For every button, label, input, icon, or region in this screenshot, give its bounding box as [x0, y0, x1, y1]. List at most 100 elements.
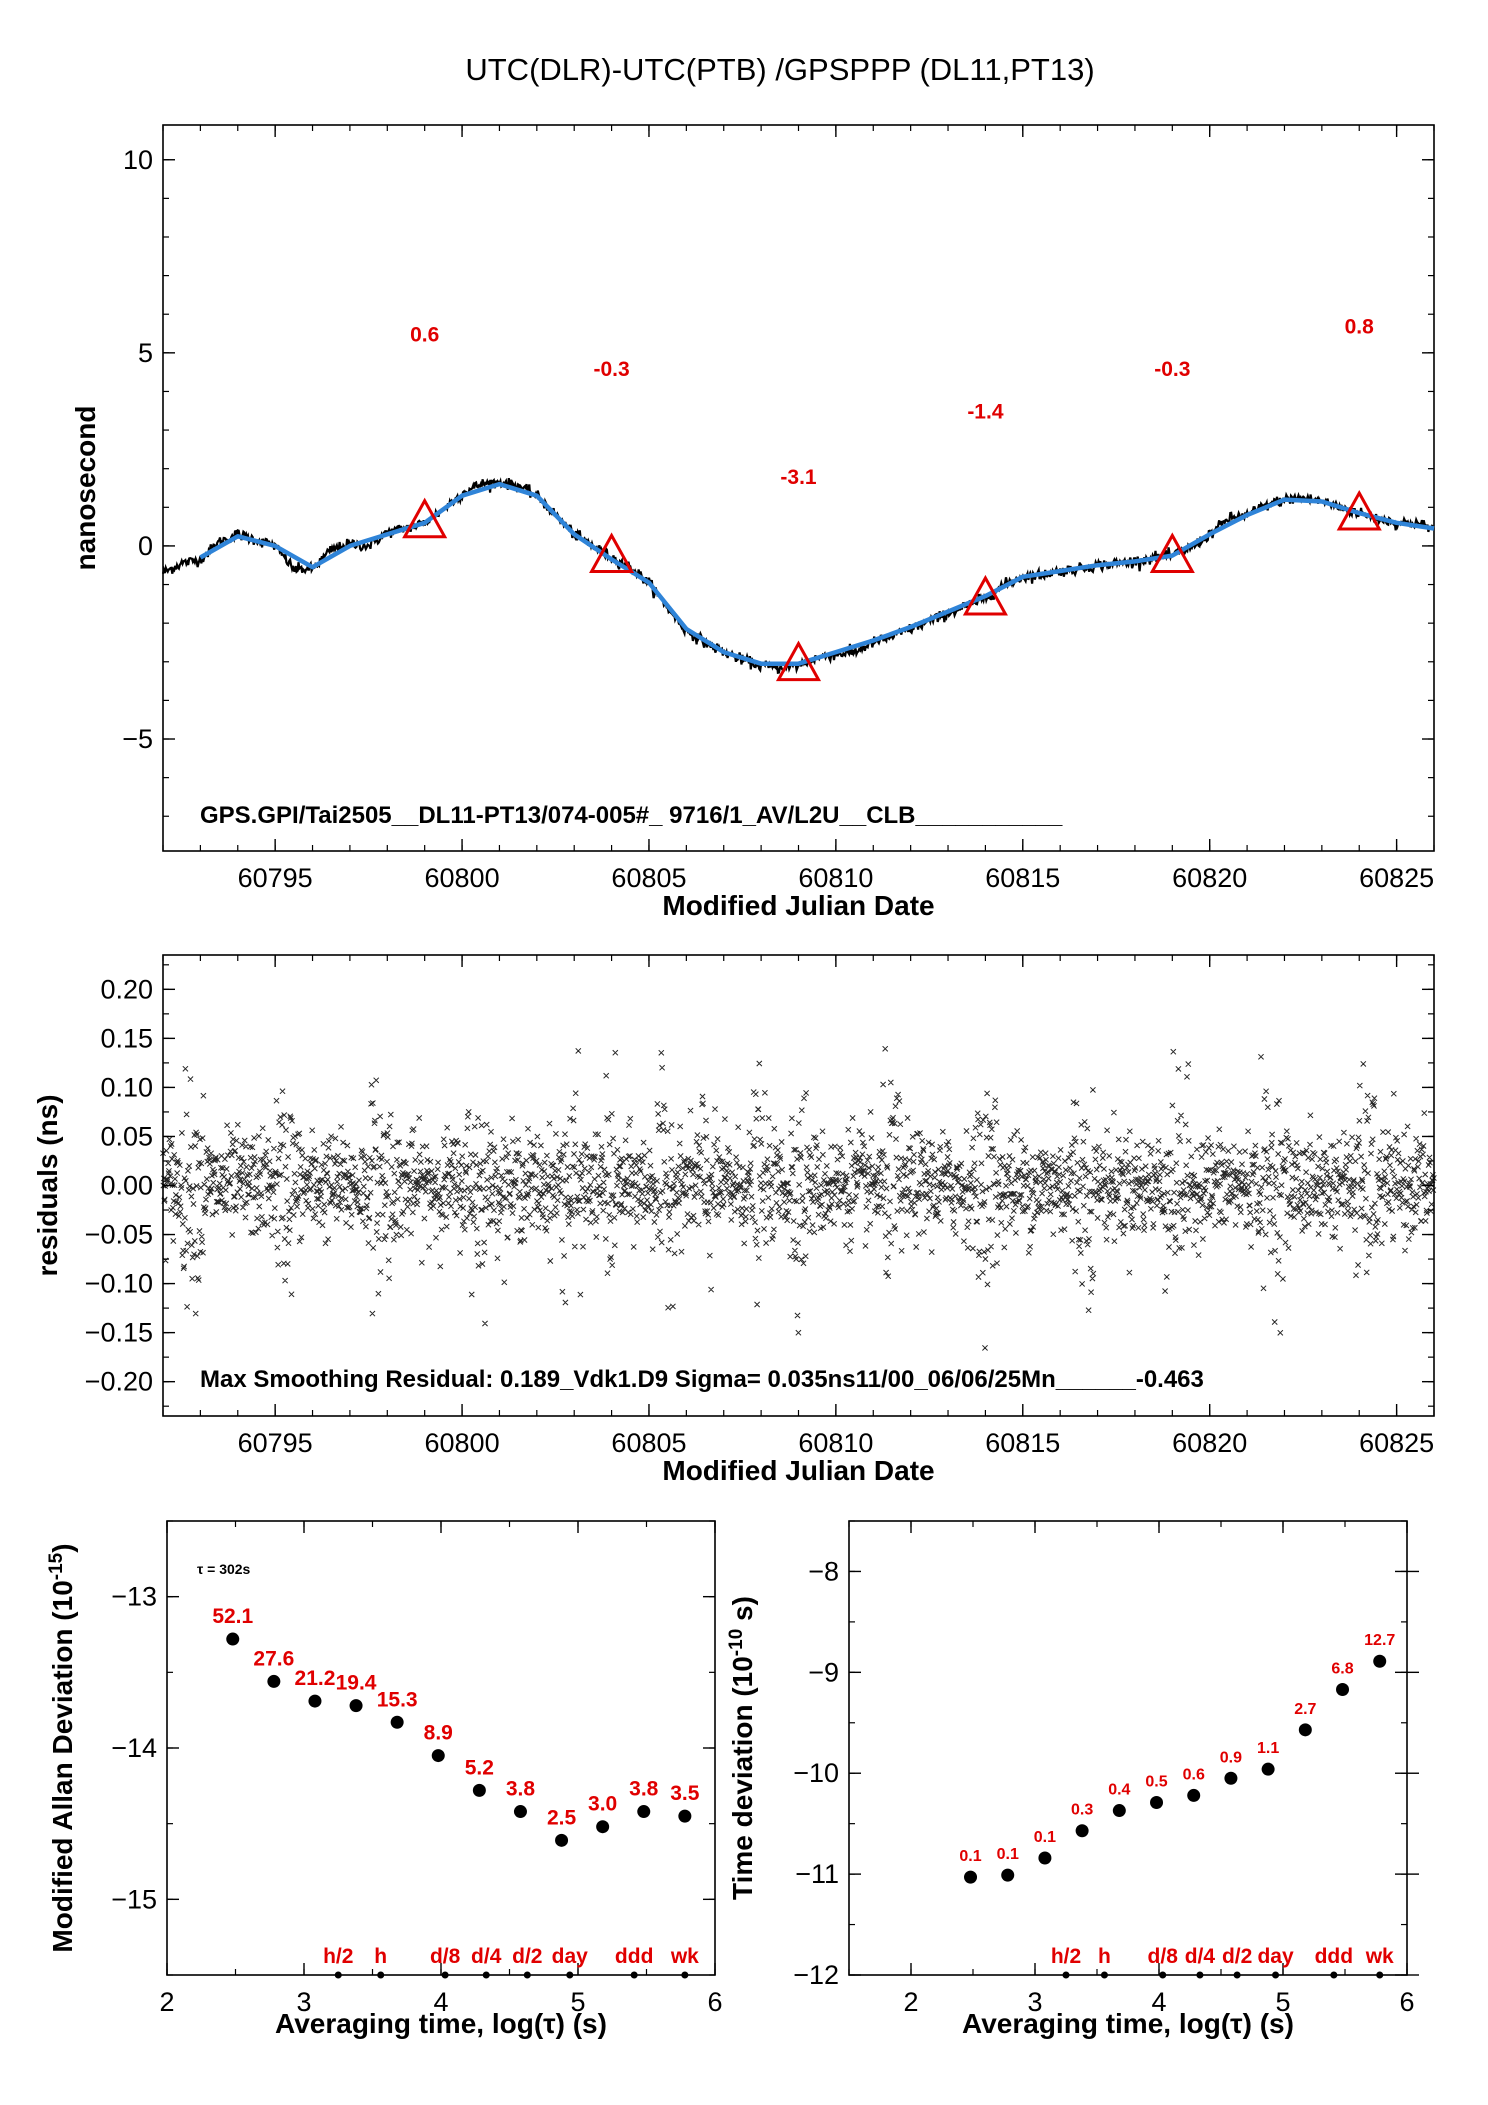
triangle-marker [775, 640, 822, 682]
triangle-marker [589, 532, 635, 574]
y-tick-label: −8 [808, 1556, 839, 1586]
deviation-point [308, 1694, 322, 1708]
time-marker-dot [1100, 1971, 1108, 1979]
y-axis-label: Modified Allan Deviation (10-15) [46, 1543, 78, 1952]
y-tick-label: −0.20 [85, 1367, 153, 1397]
deviation-point [637, 1805, 651, 1819]
point-value-label: 21.2 [295, 1667, 336, 1690]
y-tick-label: 5 [138, 338, 153, 368]
x-tick-label: 6 [1399, 1987, 1414, 2017]
marker-value-label: -0.3 [593, 358, 629, 381]
x-tick-label: 3 [296, 1987, 311, 2017]
time-marker-dot [566, 1971, 574, 1979]
time-marker-label: wk [1365, 1945, 1394, 1968]
point-value-label: 15.3 [377, 1688, 418, 1711]
time-marker-dot [1330, 1971, 1338, 1979]
point-value-label: 3.8 [506, 1778, 536, 1801]
tau-note: τ = 302s [197, 1561, 251, 1577]
allan-deviation-panel: 2 3 4 5 6 −13 −14 −15 Averaging time, log(τ) (s)… [46, 1520, 723, 2039]
deviation-point [1112, 1804, 1126, 1818]
deviation-point [267, 1674, 281, 1688]
x-axis-label: Modified Julian Date [662, 1455, 934, 1486]
marker-value-label: -1.4 [967, 400, 1004, 423]
x-tick-label: 60800 [425, 1428, 500, 1458]
x-axis-label: Modified Julian Date [662, 890, 934, 921]
triangle-marker [1149, 532, 1195, 574]
y-tick-label: 0.10 [100, 1072, 153, 1102]
time-marker-label: d/8 [430, 1945, 461, 1968]
data-source-note: GPS.GPI/Tai2505__DL11-PT13/074-005#_ 971… [200, 802, 1063, 829]
x-tick-label: 60815 [985, 1428, 1060, 1458]
deviation-point [513, 1805, 527, 1819]
deviation-point [1224, 1771, 1238, 1785]
residuals-panel: 60795 60800 60805 60810 60815 60820 60825 0.20 0… [32, 954, 1437, 1486]
time-marker-label: day [1257, 1945, 1294, 1968]
deviation-point [1150, 1795, 1164, 1809]
y-axis-label-unit: s) [727, 1596, 758, 1629]
y-tick-label: −0.15 [85, 1318, 153, 1348]
time-marker-label: h/2 [1051, 1945, 1081, 1968]
time-marker-label: d/2 [512, 1945, 542, 1968]
x-tick-label: 2 [903, 1987, 918, 2017]
y-tick-label: −11 [795, 1859, 839, 1889]
point-value-label: 0.1 [1034, 1829, 1056, 1846]
y-axis-label-main: Time deviation (10 [727, 1656, 758, 1900]
plot-frame [166, 1520, 716, 1976]
time-marker-label: d/4 [1185, 1945, 1216, 1968]
time-marker-label: d/4 [471, 1945, 502, 1968]
time-marker-dot [482, 1971, 490, 1979]
time-marker-dot [1196, 1971, 1204, 1979]
time-marker-label: day [552, 1945, 589, 1968]
x-tick-label: 5 [1275, 1987, 1290, 2017]
deviation-point [1038, 1851, 1052, 1865]
deviation-point [1187, 1788, 1201, 1802]
time-marker-label: ddd [1315, 1945, 1353, 1968]
deviation-point [1373, 1654, 1387, 1668]
x-tick-label: 60795 [238, 1428, 313, 1458]
time-marker-dot [1376, 1971, 1384, 1979]
marker-value-label: 0.8 [1345, 316, 1375, 339]
deviation-point [964, 1870, 978, 1884]
point-value-label: 5.2 [465, 1756, 494, 1779]
point-value-label: 0.9 [1220, 1749, 1242, 1766]
point-value-label: 3.5 [670, 1782, 700, 1805]
time-marker-dot [441, 1971, 449, 1979]
x-tick-label: 60820 [1172, 1428, 1247, 1458]
y-tick-label: −0.10 [85, 1269, 153, 1299]
time-marker-dot [681, 1971, 689, 1979]
time-marker-dot [1272, 1971, 1280, 1979]
marker-value-label: 0.6 [410, 323, 439, 346]
point-value-label: 12.7 [1364, 1632, 1395, 1649]
x-tick-label: 60805 [611, 1428, 686, 1458]
deviation-point [1261, 1762, 1275, 1776]
time-marker-label: h/2 [323, 1945, 353, 1968]
x-tick-label: 60825 [1359, 1428, 1434, 1458]
deviation-point [349, 1699, 363, 1713]
x-tick-label: 3 [1027, 1987, 1042, 2017]
time-marker-dot [523, 1971, 531, 1979]
deviation-point [1336, 1682, 1350, 1696]
x-tick-label: 60815 [985, 863, 1060, 893]
time-marker-dot [377, 1971, 385, 1979]
x-tick-label: 60810 [798, 1428, 873, 1458]
y-axis-label-exponent: -10 [726, 1629, 747, 1656]
time-marker-label: h [1098, 1945, 1111, 1968]
x-tick-label: 60795 [238, 863, 313, 893]
deviation-point [390, 1715, 404, 1729]
point-value-label: 52.1 [212, 1605, 253, 1628]
y-tick-label: −9 [808, 1657, 839, 1687]
point-value-label: 2.7 [1294, 1701, 1316, 1718]
smoothed-series-line [199, 481, 1435, 666]
x-tick-label: 5 [570, 1987, 585, 2017]
time-marker-dot [630, 1971, 638, 1979]
marker-value-label: -3.1 [780, 466, 817, 489]
y-tick-label: 0.05 [100, 1121, 153, 1151]
deviation-point [226, 1632, 240, 1646]
point-value-label: 8.9 [424, 1722, 453, 1745]
plot-frame [848, 1520, 1408, 1976]
y-tick-label: −5 [122, 724, 153, 754]
y-tick-label: −13 [111, 1582, 157, 1612]
y-tick-label: −12 [793, 1960, 839, 1990]
marker-value-label: -0.3 [1154, 358, 1190, 381]
triangle-marker [962, 574, 1008, 616]
